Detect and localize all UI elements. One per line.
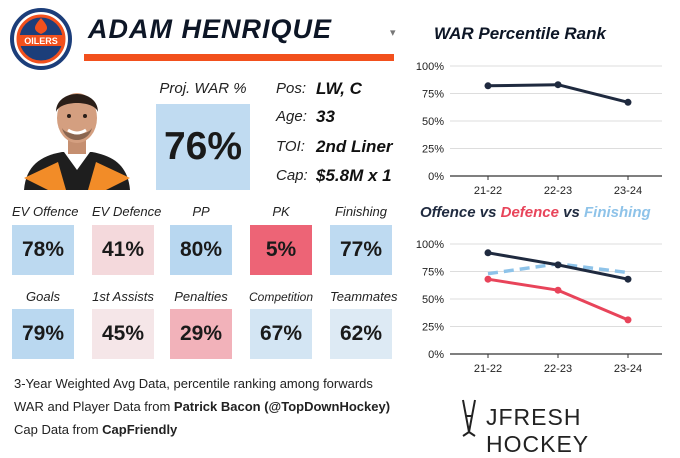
penalties-label: Penalties [174,289,228,304]
pos-value: LW, C [316,79,362,98]
war-percentile-chart: 0% 25% 50% 75% 100% 21-22 22-23 23-24 [416,61,662,197]
title-offence: Offence [420,204,476,221]
oil-drop-icon [34,18,48,34]
war-chart-xtick-label: 21-22 [474,185,502,197]
goals-label: Goals [26,289,60,304]
war-chart-xtick-label: 22-23 [544,185,572,197]
teammates-tile: 62% [330,309,392,359]
teammates-label: Teammates [330,289,398,304]
proj-war-label: Proj. WAR % [159,80,247,97]
brand-name: JFRESH HOCKEY [486,404,590,457]
war-chart-ytick-label: 100% [416,61,444,73]
ovd-chart-ytick-label: 100% [416,239,444,251]
ev-offence-tile: 78% [12,225,74,275]
war-chart-ytick-label: 0% [428,171,444,183]
logo-text: OILERS [24,36,58,46]
pos-label: Pos: [276,80,307,97]
competition-tile: 67% [250,309,312,359]
war-chart-ytick-label: 75% [422,89,444,101]
ovd-chart-offence-point [554,261,562,269]
oilers-logo: OILERS [10,8,72,70]
penalties-tile: 29% [170,309,232,359]
war-chart-title: WAR Percentile Rank [434,24,606,43]
title-vs-1: vs [475,204,501,221]
ovd-chart-defence-point [484,275,492,283]
pk-tile: 5% [250,225,312,275]
footer-methodology: 3-Year Weighted Avg Data, percentile ran… [14,376,373,391]
finishing-label: Finishing [334,204,388,219]
ovd-chart-offence-point [484,249,492,257]
ovd-chart-xtick-label: 23-24 [614,363,642,375]
first-assists-label: 1st Assists [92,289,154,304]
ovd-chart-offence-point [624,275,632,283]
footer-war-prefix: WAR and Player Data from [14,399,174,414]
first-assists-tile: 45% [92,309,154,359]
goals-tile: 79% [12,309,74,359]
player-photo [18,78,136,190]
title-finishing: Finishing [584,204,651,221]
ev-defence-label: EV Defence [92,204,162,219]
player-name: ADAM HENRIQUE [88,14,333,44]
pk-label: PK [272,204,290,219]
offence-defence-finishing-chart: 0% 25% 50% 75% 100% 21-22 22-23 23-24 [416,239,662,375]
hockey-sticks-icon [462,399,476,437]
name-underline [84,54,394,61]
finishing-tile: 77% [330,225,392,275]
war-chart-war-point [554,81,562,89]
footer-cap-prefix: Cap Data from [14,422,103,437]
ovd-chart-xtick-label: 22-23 [544,363,572,375]
war-chart-ytick-label: 50% [422,116,444,128]
ovd-chart-ytick-label: 75% [422,267,444,279]
ovd-chart-defence-point [624,316,632,324]
player-dropdown-icon[interactable]: ▾ [390,27,396,39]
ovd-chart-defence-point [554,286,562,294]
jfresh-hockey-logo [462,399,476,437]
age-value: 33 [316,107,335,126]
cap-label: Cap: [276,167,308,184]
title-defence: Defence [500,204,559,221]
ovd-chart-xtick-label: 21-22 [474,363,502,375]
age-label: Age: [276,108,307,125]
war-chart-war-point [484,82,492,90]
pp-tile: 80% [170,225,232,275]
toi-value: 2nd Liner [316,137,393,156]
title-vs-2: vs [558,204,584,221]
ovd-chart-title: Offence vs Defence vs Finishing [420,204,651,221]
pp-label: PP [192,204,210,219]
ovd-chart-ytick-label: 0% [428,349,444,361]
footer-cap-source: Cap Data from CapFriendly [14,422,177,437]
toi-label: TOI: [276,138,305,155]
ovd-chart-ytick-label: 50% [422,294,444,306]
footer-cap-source-name: CapFriendly [102,422,178,437]
footer-war-source-name: Patrick Bacon (@TopDownHockey) [173,399,391,414]
ev-defence-tile: 41% [92,225,154,275]
competition-label: Competition [248,290,314,304]
war-chart-xtick-label: 23-24 [614,185,642,197]
war-chart-war-point [624,98,632,106]
cap-value: $5.8M x 1 [316,166,392,185]
footer-war-source: WAR and Player Data from Patrick Bacon (… [14,399,390,414]
ovd-chart-defence-line [487,277,629,322]
ovd-chart-ytick-label: 25% [422,322,444,334]
ev-offence-label: EV Offence [12,204,79,219]
war-chart-ytick-label: 25% [422,144,444,156]
proj-war-tile: 76% [156,104,250,190]
